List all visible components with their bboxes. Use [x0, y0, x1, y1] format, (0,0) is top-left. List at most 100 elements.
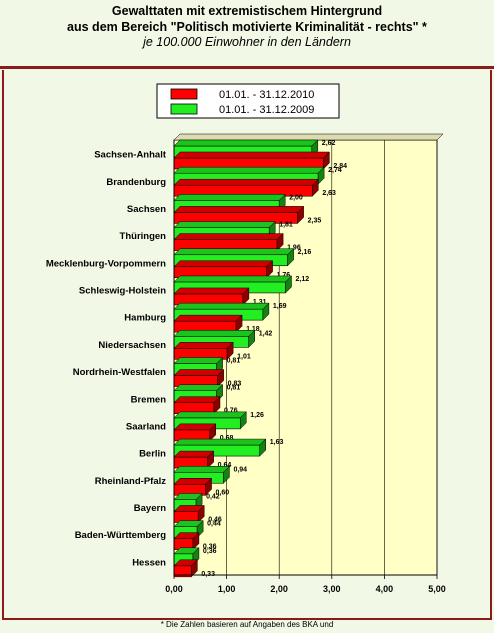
- chart-title-line2: aus dem Bereich "Politisch motivierte Kr…: [67, 20, 427, 34]
- legend-label-2009: 01.01. - 31.12.2009: [219, 104, 314, 116]
- legend-swatch-2009: [170, 103, 198, 115]
- bar-2009-rheinland-pfalz-side: [223, 465, 230, 484]
- data-label-2010-mecklenburg-vorpommern: 1,76: [277, 272, 291, 279]
- bar-2010-baden-w-rttemberg-side: [192, 532, 200, 551]
- category-label-nordrhein-westfalen: Nordrhein-Westfalen: [73, 367, 166, 378]
- category-label-hamburg: Hamburg: [124, 313, 166, 324]
- bar-2010-mecklenburg-vorpommern: [173, 260, 274, 279]
- plot-top-wall: [173, 133, 444, 141]
- data-label-2009-sachsen: 2,00: [289, 194, 303, 201]
- bar-2009-bremen-top: [173, 384, 224, 391]
- bar-2010-bremen: [173, 396, 221, 415]
- bar-2009-brandenburg: [173, 166, 325, 185]
- x-tick-label: 1,00: [218, 584, 236, 594]
- data-label-2010-bayern: 0,46: [208, 516, 222, 523]
- bar-2009-niedersachsen-top: [173, 330, 256, 337]
- data-label-2010-sachsen-anhalt: 2,84: [333, 163, 347, 170]
- data-label-2009-rheinland-pfalz: 0,94: [233, 466, 247, 473]
- bar-2010-schleswig-holstein-side: [242, 287, 250, 306]
- footnote: * Die Zahlen basieren auf Angaben des BK…: [160, 620, 334, 629]
- bar-2010-th-ringen: [173, 232, 284, 252]
- bar-2010-niedersachsen: [173, 341, 234, 360]
- bar-2009-mecklenburg-vorpommern: [173, 248, 295, 267]
- data-label-2010-th-ringen: 1,96: [287, 245, 301, 252]
- data-label-2010-sachsen: 2,35: [308, 217, 322, 224]
- plot-area: 0,00 1,00 2,00 3,00 4,00 5,00 Sachsen-Anhalt 2,…: [46, 133, 446, 594]
- bar-2010-nordrhein-westfalen-top: [173, 369, 225, 376]
- header-divider: [0, 66, 494, 69]
- category-label-brandenburg: Brandenburg: [106, 177, 166, 188]
- bar-2009-schleswig-holstein-top: [173, 275, 293, 283]
- data-label-2010-saarland: 0,68: [220, 435, 234, 442]
- data-label-2010-rheinland-pfalz: 0,60: [216, 489, 230, 496]
- bar-2009-saarland-side: [240, 411, 247, 430]
- category-label-schleswig-holstein: Schleswig-Holstein: [79, 286, 166, 297]
- x-tick-label: 5,00: [428, 584, 446, 594]
- data-label-2010-nordrhein-westfalen: 0,83: [228, 381, 242, 388]
- bar-2009-hamburg-top: [173, 302, 270, 310]
- data-label-2009-nordrhein-westfalen: 0,81: [227, 358, 241, 365]
- bar-2010-sachsen-anhalt: [173, 151, 330, 170]
- category-label-baden-w-rttemberg: Baden-Württemberg: [75, 530, 167, 541]
- bar-2009-sachsen-top: [173, 194, 286, 201]
- x-tick-label: 3,00: [323, 584, 341, 594]
- bar-2010-hamburg-top: [173, 314, 243, 322]
- category-label-bremen: Bremen: [131, 394, 167, 405]
- legend: 01.01. - 31.12.2010 01.01. - 31.12.2009: [156, 83, 340, 119]
- category-label-berlin: Berlin: [139, 449, 166, 460]
- data-label-2010-bremen: 0,76: [224, 408, 238, 415]
- bar-2010-hessen-side: [191, 559, 198, 578]
- chart-header: Gewalttaten mit extremistischem Hintergr…: [0, 0, 494, 66]
- bar-2009-mecklenburg-vorpommern-side: [287, 248, 294, 267]
- bar-2010-berlin: [173, 450, 215, 469]
- bar-2009-saarland-top: [173, 411, 247, 419]
- data-label-2009-niedersachsen: 1,42: [259, 330, 273, 337]
- category-label-mecklenburg-vorpommern: Mecklenburg-Vorpommern: [46, 258, 166, 269]
- chart-title-line1: Gewalttaten mit extremistischem Hintergr…: [111, 4, 383, 18]
- bar-2009-nordrhein-westfalen: [173, 356, 224, 376]
- data-label-2009-baden-w-rttemberg: 0,44: [207, 521, 221, 528]
- x-tick-label: 2,00: [270, 584, 288, 594]
- bar-2010-sachsen-anhalt-side: [323, 151, 330, 170]
- category-label-th-ringen: Thüringen: [120, 231, 167, 242]
- data-label-2009-brandenburg: 2,74: [328, 167, 342, 174]
- bar-2010-bayern: [173, 504, 205, 524]
- x-tick-label: 4,00: [376, 584, 394, 594]
- bar-2010-hamburg: [173, 314, 243, 333]
- data-label-2009-th-ringen: 1,81: [279, 222, 293, 229]
- bar-2010-saarland-top: [173, 423, 217, 431]
- bar-2010-hamburg-side: [235, 314, 243, 333]
- data-label-2009-bayern: 0,42: [206, 493, 220, 500]
- bar-2009-mecklenburg-vorpommern-top: [173, 248, 295, 255]
- bar-2009-th-ringen-top: [173, 221, 276, 228]
- bar-2009-sachsen-anhalt-top: [173, 139, 319, 147]
- bar-2010-schleswig-holstein: [173, 287, 250, 306]
- bar-2010-rheinland-pfalz-top: [173, 478, 213, 485]
- bar-2010-nordrhein-westfalen-side: [217, 368, 224, 388]
- category-label-niedersachsen: Niedersachsen: [98, 340, 166, 351]
- bar-2010-saarland-side: [209, 423, 217, 442]
- bar-2010-mecklenburg-vorpommern-side: [266, 260, 273, 279]
- data-label-2009-mecklenburg-vorpommern: 2,16: [298, 249, 312, 256]
- bar-2010-hessen: [173, 559, 198, 578]
- bar-2009-berlin: [173, 438, 267, 457]
- bar-2010-bayern-side: [197, 504, 205, 524]
- bar-2010-niedersachsen-side: [226, 341, 234, 360]
- data-label-2010-niedersachsen: 1,01: [237, 353, 251, 360]
- data-label-2010-schleswig-holstein: 1,31: [253, 299, 267, 306]
- bar-2010-th-ringen-side: [276, 232, 284, 252]
- category-label-sachsen: Sachsen: [127, 204, 166, 215]
- bar-2009-berlin-side: [259, 438, 266, 457]
- data-label-2009-bremen: 0,81: [227, 385, 241, 392]
- data-label-2010-baden-w-rttemberg: 0,36: [203, 544, 217, 551]
- bar-2010-schleswig-holstein-top: [173, 287, 250, 295]
- bar-2010-brandenburg-top: [173, 178, 319, 186]
- bar-2010-nordrhein-westfalen: [173, 368, 225, 388]
- data-label-2010-berlin: 0,64: [218, 462, 232, 469]
- bar-2009-schleswig-holstein-side: [285, 275, 292, 294]
- bar-2010-bremen-side: [213, 396, 221, 415]
- x-tick-label: 0,00: [165, 584, 183, 594]
- bar-2010-brandenburg: [173, 178, 319, 197]
- bar-2010-sachsen-top: [173, 206, 305, 213]
